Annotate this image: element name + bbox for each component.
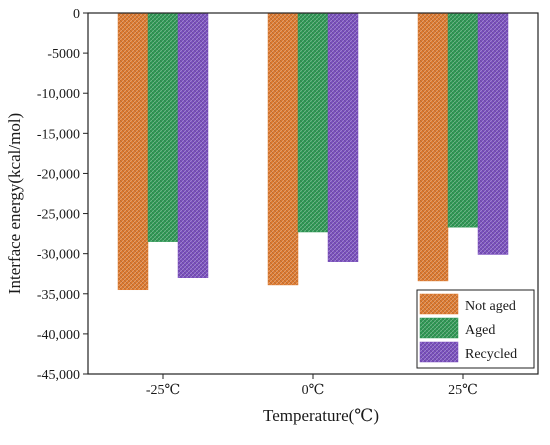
legend-label-recycled: Recycled [465,347,517,362]
y-tick-label: -15,000 [37,127,80,142]
bar-recycled-0 [177,12,209,278]
bar-recycled-1 [327,12,359,262]
y-tick-label: -5000 [47,47,80,62]
bar-aged-1 [297,12,329,233]
legend-swatch-not-aged [419,293,459,315]
legend: Not aged Aged Recycled [416,289,535,369]
legend-label-aged: Aged [465,323,495,338]
bar-recycled-2 [477,12,509,255]
y-tick-label: -10,000 [37,87,80,102]
x-tick-label: 0℃ [302,383,325,398]
x-tick-label: -25℃ [146,383,180,398]
y-tick-label: -35,000 [37,288,80,303]
bars-layer [117,12,509,291]
y-tick-label: -20,000 [37,167,80,182]
bar-not-aged-0 [117,12,149,291]
bar-not-aged-1 [267,12,299,286]
legend-swatch-aged [419,317,459,339]
legend-label-not-aged: Not aged [465,299,516,314]
bar-aged-0 [147,12,179,242]
x-tick-label: 25℃ [448,383,478,398]
legend-swatch-recycled [419,341,459,363]
y-tick-label: -30,000 [37,248,80,263]
axes-layer: 0 -5000 -10,000 -15,000 -20,000 -25,000 -30,00… [37,7,539,398]
y-tick-label: -40,000 [37,328,80,343]
bar-aged-2 [447,12,479,228]
y-tick-label: -25,000 [37,208,80,223]
x-axis-title: Temperature(℃) [263,406,379,425]
y-axis-title: Interface energy(kcal/mol) [5,113,24,294]
y-tick-label: 0 [73,7,80,22]
y-tick-label: -45,000 [37,368,80,383]
bar-not-aged-2 [417,12,449,282]
